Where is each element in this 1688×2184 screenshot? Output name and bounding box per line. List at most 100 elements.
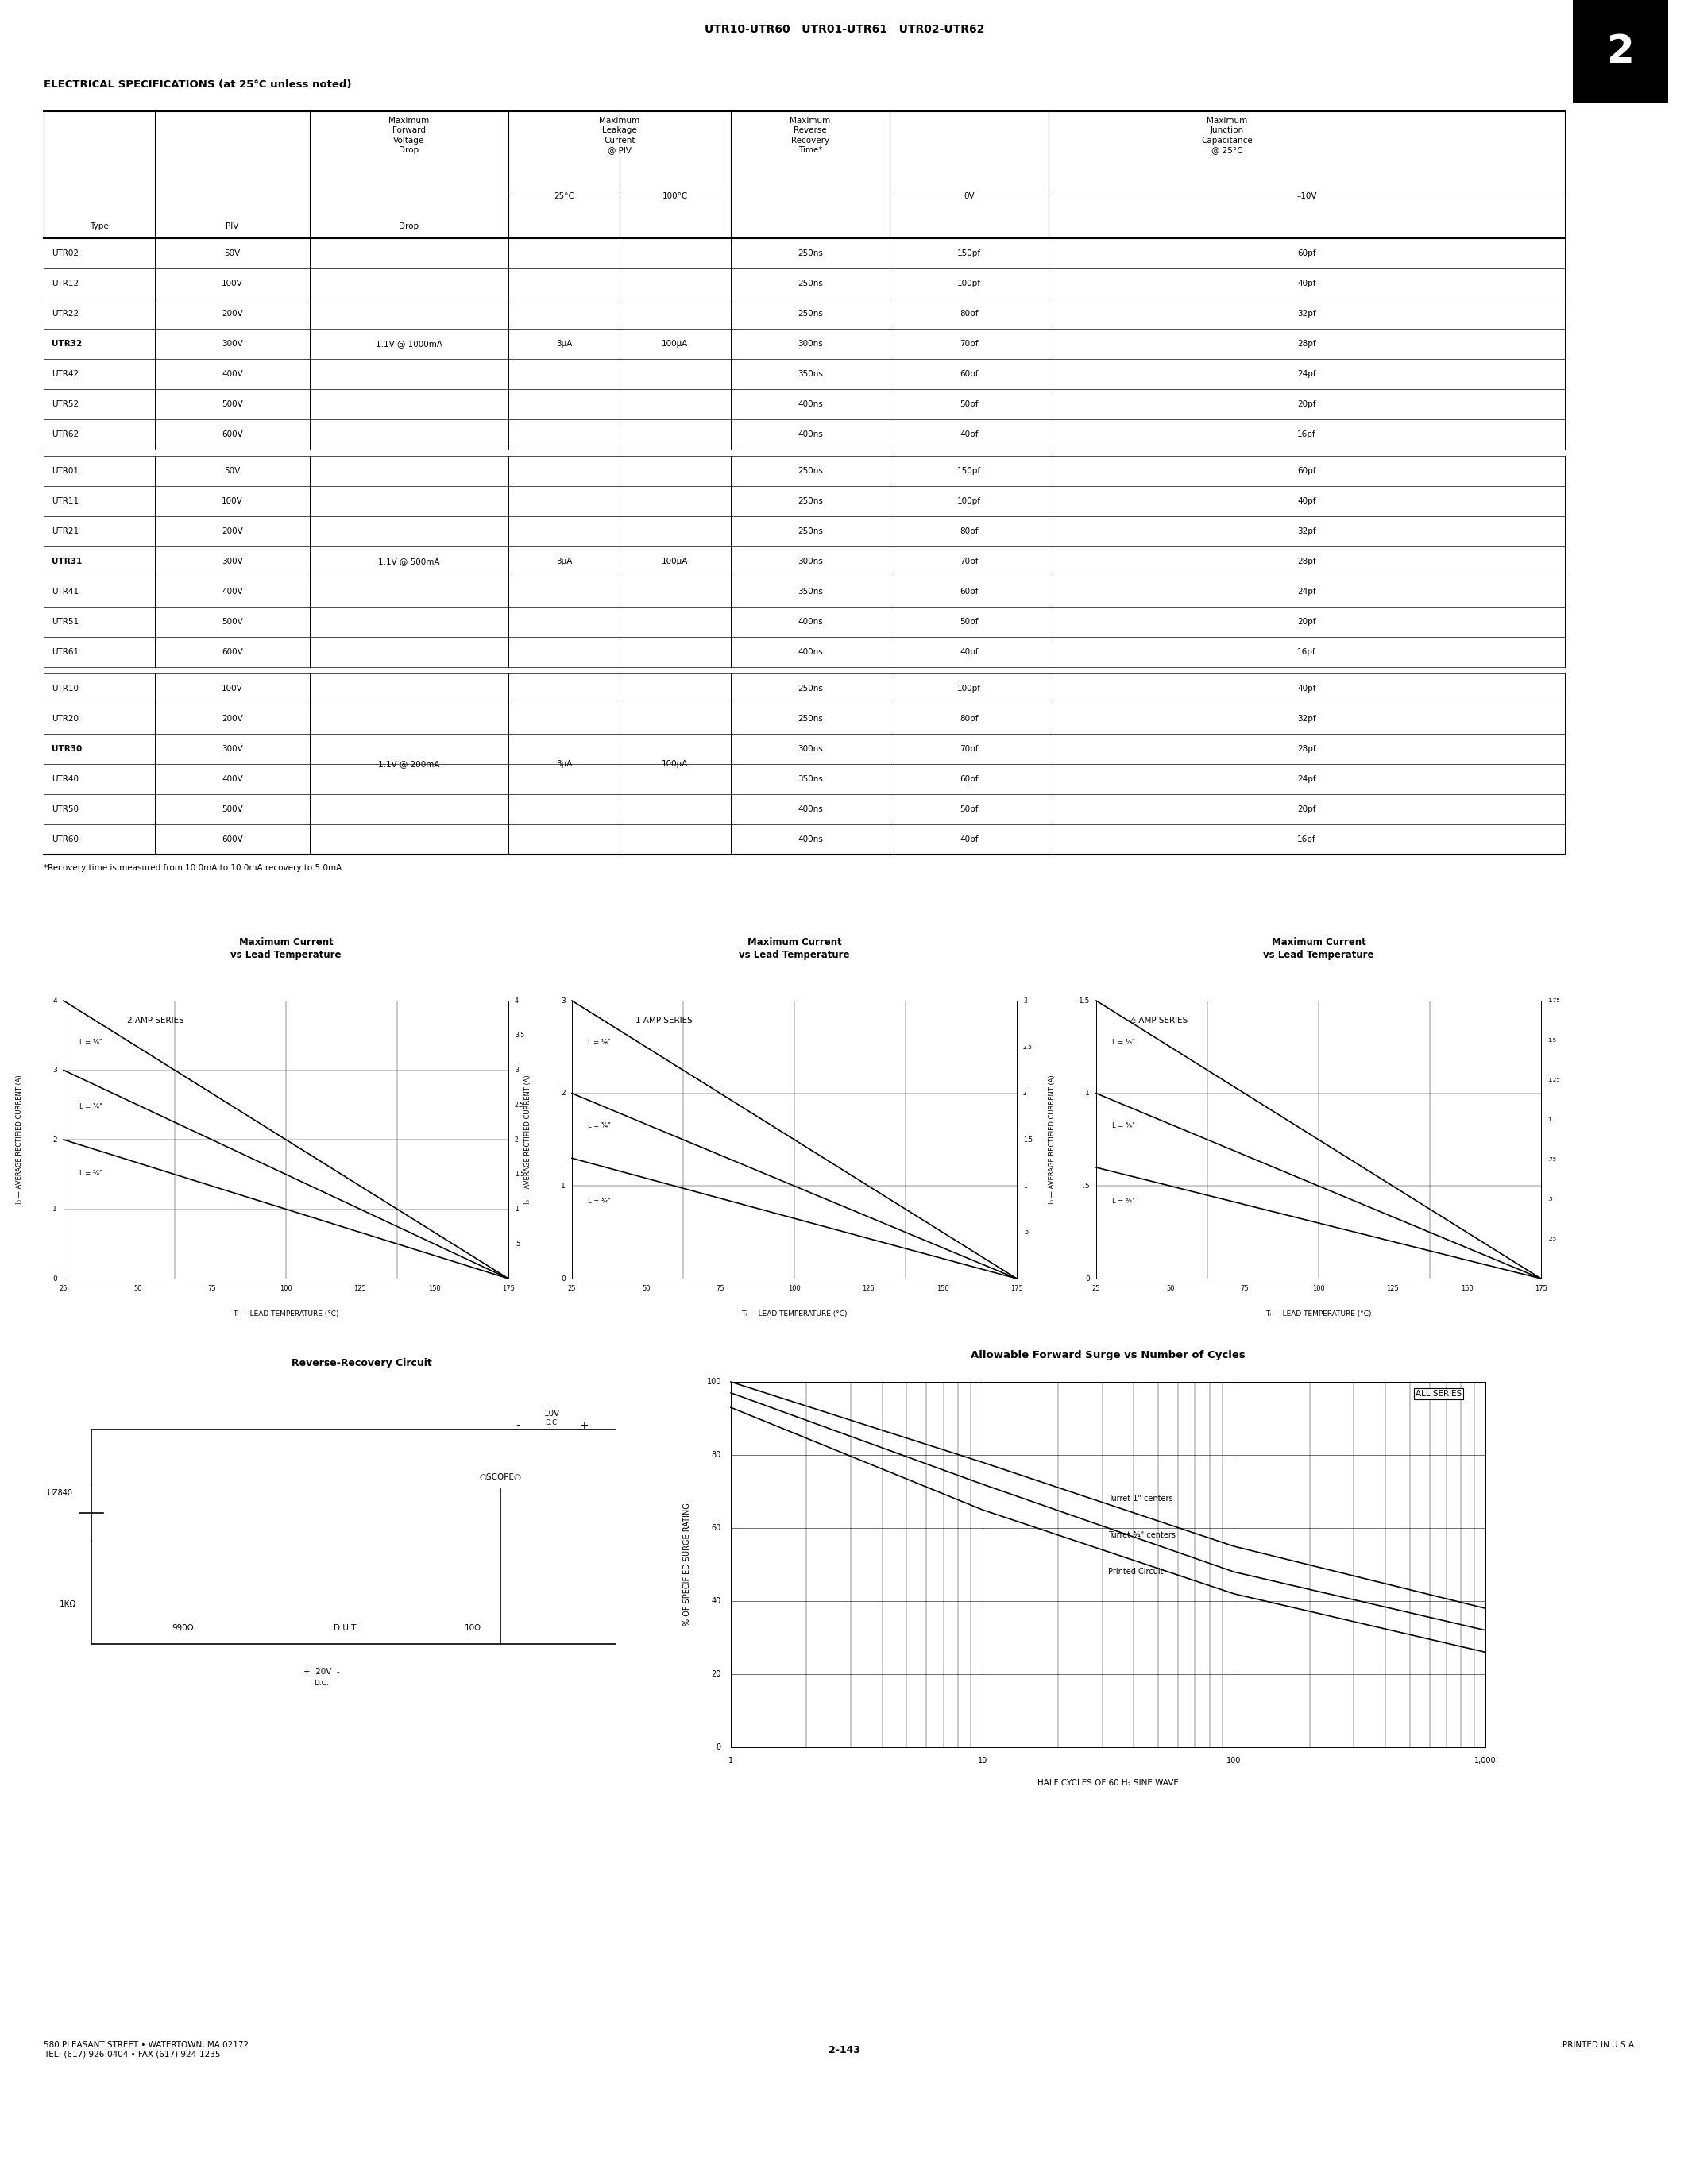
Text: L = ¾": L = ¾" — [79, 1168, 103, 1177]
Text: 250ns: 250ns — [798, 526, 824, 535]
Text: 100: 100 — [280, 1284, 292, 1293]
Text: 0V: 0V — [964, 192, 974, 201]
Text: D.C.: D.C. — [545, 1420, 559, 1426]
Text: ○SCOPE○: ○SCOPE○ — [479, 1474, 522, 1481]
Text: 400ns: 400ns — [798, 836, 822, 843]
Text: UTR52: UTR52 — [52, 400, 79, 408]
Text: 3: 3 — [1023, 998, 1026, 1005]
Text: 100pf: 100pf — [957, 498, 981, 505]
Text: 3: 3 — [560, 998, 565, 1005]
Text: 600V: 600V — [221, 430, 243, 439]
Text: UTR21: UTR21 — [52, 526, 79, 535]
Text: 600V: 600V — [221, 836, 243, 843]
Text: 100V: 100V — [221, 498, 243, 505]
Text: 2.5: 2.5 — [1023, 1044, 1033, 1051]
Text: Maximum Current
vs Lead Temperature: Maximum Current vs Lead Temperature — [231, 937, 341, 961]
Text: 250ns: 250ns — [798, 249, 824, 258]
Text: 100μA: 100μA — [662, 760, 689, 769]
Text: UTR20: UTR20 — [52, 714, 79, 723]
Text: 16pf: 16pf — [1298, 649, 1317, 655]
Text: L = ¾": L = ¾" — [1112, 1123, 1134, 1129]
Text: Printed Circuit: Printed Circuit — [1107, 1568, 1163, 1577]
Text: Maximum Current
vs Lead Temperature: Maximum Current vs Lead Temperature — [1263, 937, 1374, 961]
Text: Tₗ — LEAD TEMPERATURE (°C): Tₗ — LEAD TEMPERATURE (°C) — [1266, 1310, 1372, 1317]
Text: 100μA: 100μA — [662, 341, 689, 347]
Text: 2: 2 — [560, 1090, 565, 1096]
Text: L = ¾": L = ¾" — [79, 1103, 103, 1109]
Text: 400ns: 400ns — [798, 400, 822, 408]
Text: UTR22: UTR22 — [52, 310, 79, 317]
Text: 400ns: 400ns — [798, 430, 822, 439]
Text: 300ns: 300ns — [798, 557, 822, 566]
Text: Tₗ — LEAD TEMPERATURE (°C): Tₗ — LEAD TEMPERATURE (°C) — [233, 1310, 339, 1317]
Text: 1.25: 1.25 — [1548, 1077, 1560, 1083]
Text: 990Ω: 990Ω — [172, 1625, 194, 1631]
Text: 500V: 500V — [221, 618, 243, 627]
Text: 60pf: 60pf — [1298, 249, 1317, 258]
Text: 150: 150 — [937, 1284, 949, 1293]
Text: 3: 3 — [52, 1066, 57, 1075]
Text: 1.5: 1.5 — [1079, 998, 1090, 1005]
Text: 1 AMP SERIES: 1 AMP SERIES — [635, 1016, 692, 1024]
Text: -: - — [517, 1420, 523, 1431]
Text: 1KΩ: 1KΩ — [59, 1601, 76, 1607]
Text: 1.5: 1.5 — [1548, 1037, 1556, 1042]
Text: 100: 100 — [1227, 1756, 1241, 1765]
Text: 1.5: 1.5 — [515, 1171, 525, 1177]
Text: UTR40: UTR40 — [52, 775, 79, 784]
Text: L = ⅛": L = ⅛" — [79, 1040, 103, 1046]
Text: 3.5: 3.5 — [515, 1031, 525, 1040]
Text: 350ns: 350ns — [798, 587, 824, 596]
Text: 1.5: 1.5 — [1023, 1136, 1033, 1142]
Text: 1,000: 1,000 — [1475, 1756, 1497, 1765]
Text: Type: Type — [89, 223, 108, 229]
Text: 70pf: 70pf — [960, 341, 979, 347]
Text: 1: 1 — [52, 1206, 57, 1212]
Text: 10V: 10V — [544, 1409, 560, 1417]
Text: 200V: 200V — [221, 526, 243, 535]
Text: Maximum
Reverse
Recovery
Time*: Maximum Reverse Recovery Time* — [790, 116, 830, 155]
Text: 16pf: 16pf — [1298, 430, 1317, 439]
Text: UTR30: UTR30 — [52, 745, 83, 753]
Text: 400V: 400V — [221, 775, 243, 784]
Text: Maximum
Leakage
Current
@ PIV: Maximum Leakage Current @ PIV — [599, 116, 640, 155]
Text: UTR12: UTR12 — [52, 280, 79, 288]
Text: 2: 2 — [515, 1136, 518, 1142]
Text: –10V: –10V — [1296, 192, 1317, 201]
Text: 20pf: 20pf — [1298, 806, 1317, 812]
Text: 1.1V @ 1000mA: 1.1V @ 1000mA — [376, 341, 442, 347]
Text: 75: 75 — [716, 1284, 724, 1293]
Text: 125: 125 — [863, 1284, 874, 1293]
Text: L = ¾": L = ¾" — [587, 1123, 611, 1129]
Text: 25: 25 — [1092, 1284, 1101, 1293]
Text: UTR41: UTR41 — [52, 587, 79, 596]
Text: 70pf: 70pf — [960, 745, 979, 753]
Text: 80: 80 — [712, 1450, 721, 1459]
Text: 300V: 300V — [221, 557, 243, 566]
Text: 50pf: 50pf — [960, 400, 979, 408]
Text: 100pf: 100pf — [957, 280, 981, 288]
Text: 2: 2 — [52, 1136, 57, 1142]
Text: Reverse-Recovery Circuit: Reverse-Recovery Circuit — [292, 1358, 432, 1369]
Bar — [1573, 0, 1668, 103]
Text: 100: 100 — [707, 1378, 721, 1387]
Text: 300V: 300V — [221, 341, 243, 347]
Text: 2-143: 2-143 — [829, 2044, 861, 2055]
Text: 40pf: 40pf — [960, 649, 979, 655]
Text: 50: 50 — [1166, 1284, 1175, 1293]
Text: 0: 0 — [52, 1275, 57, 1282]
Text: 10Ω: 10Ω — [464, 1625, 481, 1631]
Text: 500V: 500V — [221, 806, 243, 812]
Text: UTR62: UTR62 — [52, 430, 79, 439]
Text: 400ns: 400ns — [798, 618, 822, 627]
Text: 3μA: 3μA — [555, 341, 572, 347]
Text: 250ns: 250ns — [798, 714, 824, 723]
Text: I₀ — AVERAGE RECTIFIED CURRENT (A): I₀ — AVERAGE RECTIFIED CURRENT (A) — [1048, 1075, 1057, 1203]
Text: 4: 4 — [515, 998, 518, 1005]
Text: PRINTED IN U.S.A.: PRINTED IN U.S.A. — [1561, 2042, 1636, 2049]
Text: 300V: 300V — [221, 745, 243, 753]
Text: HALF CYCLES OF 60 H₂ SINE WAVE: HALF CYCLES OF 60 H₂ SINE WAVE — [1038, 1780, 1178, 1787]
Text: 20pf: 20pf — [1298, 618, 1317, 627]
Text: 2: 2 — [1023, 1090, 1026, 1096]
Text: 175: 175 — [501, 1284, 515, 1293]
